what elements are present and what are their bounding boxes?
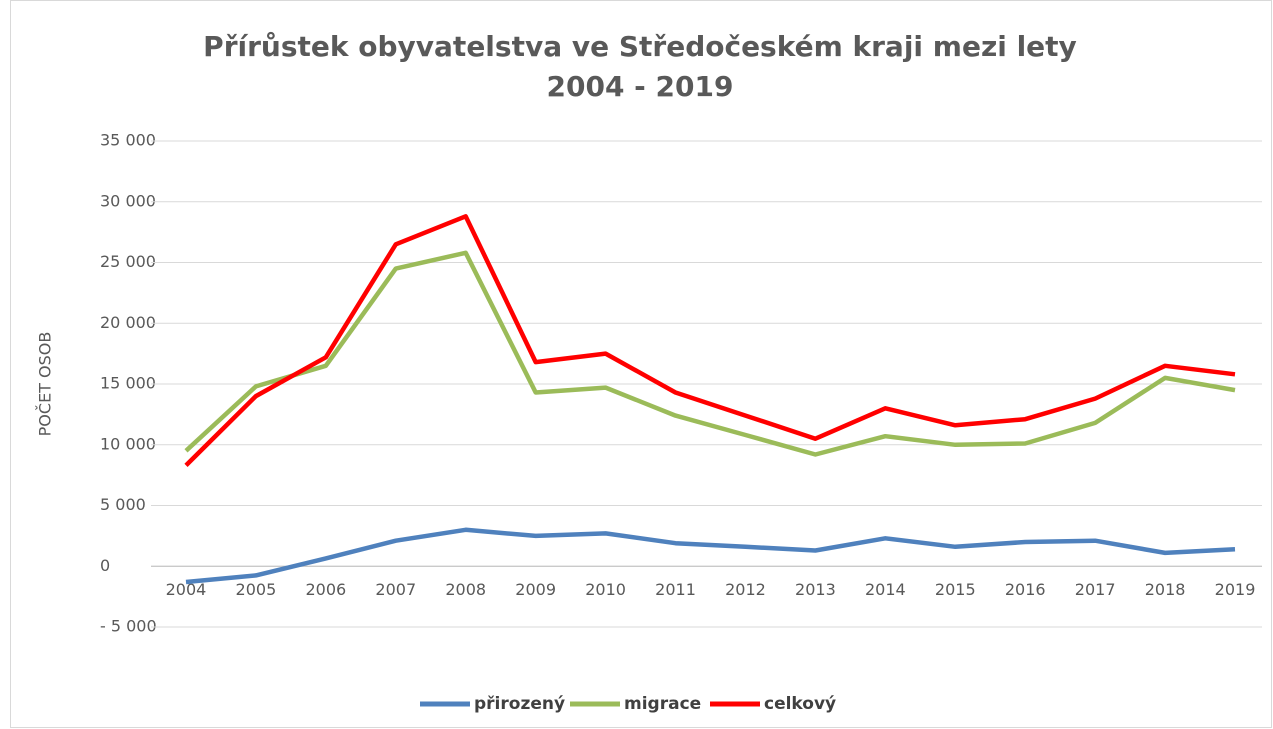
y-tick-label: 35 000 <box>100 131 156 150</box>
y-tick-label: 25 000 <box>100 252 156 271</box>
y-tick-label: - 5 000 <box>100 617 157 636</box>
y-tick-label: 5 000 <box>100 495 146 514</box>
legend-label: migrace <box>624 694 701 714</box>
legend-label: celkový <box>764 694 836 714</box>
x-tick-label: 2010 <box>585 580 626 599</box>
legend-label: přirozený <box>474 694 565 714</box>
y-tick-label: 30 000 <box>100 191 156 210</box>
x-tick-label: 2009 <box>515 580 556 599</box>
y-axis-label: POČET OSOB <box>36 332 55 437</box>
chart-frame <box>10 0 1272 728</box>
x-tick-label: 2008 <box>445 580 486 599</box>
x-tick-label: 2017 <box>1075 580 1116 599</box>
x-tick-label: 2018 <box>1145 580 1186 599</box>
x-tick-label: 2014 <box>865 580 906 599</box>
x-tick-label: 2011 <box>655 580 696 599</box>
series-line <box>185 527 1236 585</box>
y-tick-label: 20 000 <box>100 313 156 332</box>
x-tick-label: 2015 <box>935 580 976 599</box>
x-tick-label: 2007 <box>375 580 416 599</box>
x-tick-label: 2006 <box>305 580 346 599</box>
x-tick-label: 2013 <box>795 580 836 599</box>
chart-title: 2004 - 2019 <box>547 70 734 103</box>
chart-title: Přírůstek obyvatelstva ve Středočeském k… <box>203 30 1077 63</box>
y-tick-label: 0 <box>100 556 110 575</box>
x-tick-label: 2005 <box>236 580 277 599</box>
x-tick-label: 2004 <box>166 580 207 599</box>
series-line <box>184 250 1236 457</box>
x-tick-label: 2016 <box>1005 580 1046 599</box>
y-tick-label: 10 000 <box>100 434 156 453</box>
x-tick-label: 2019 <box>1215 580 1256 599</box>
y-tick-label: 15 000 <box>100 374 156 393</box>
x-tick-label: 2012 <box>725 580 766 599</box>
series-line <box>184 214 1236 467</box>
